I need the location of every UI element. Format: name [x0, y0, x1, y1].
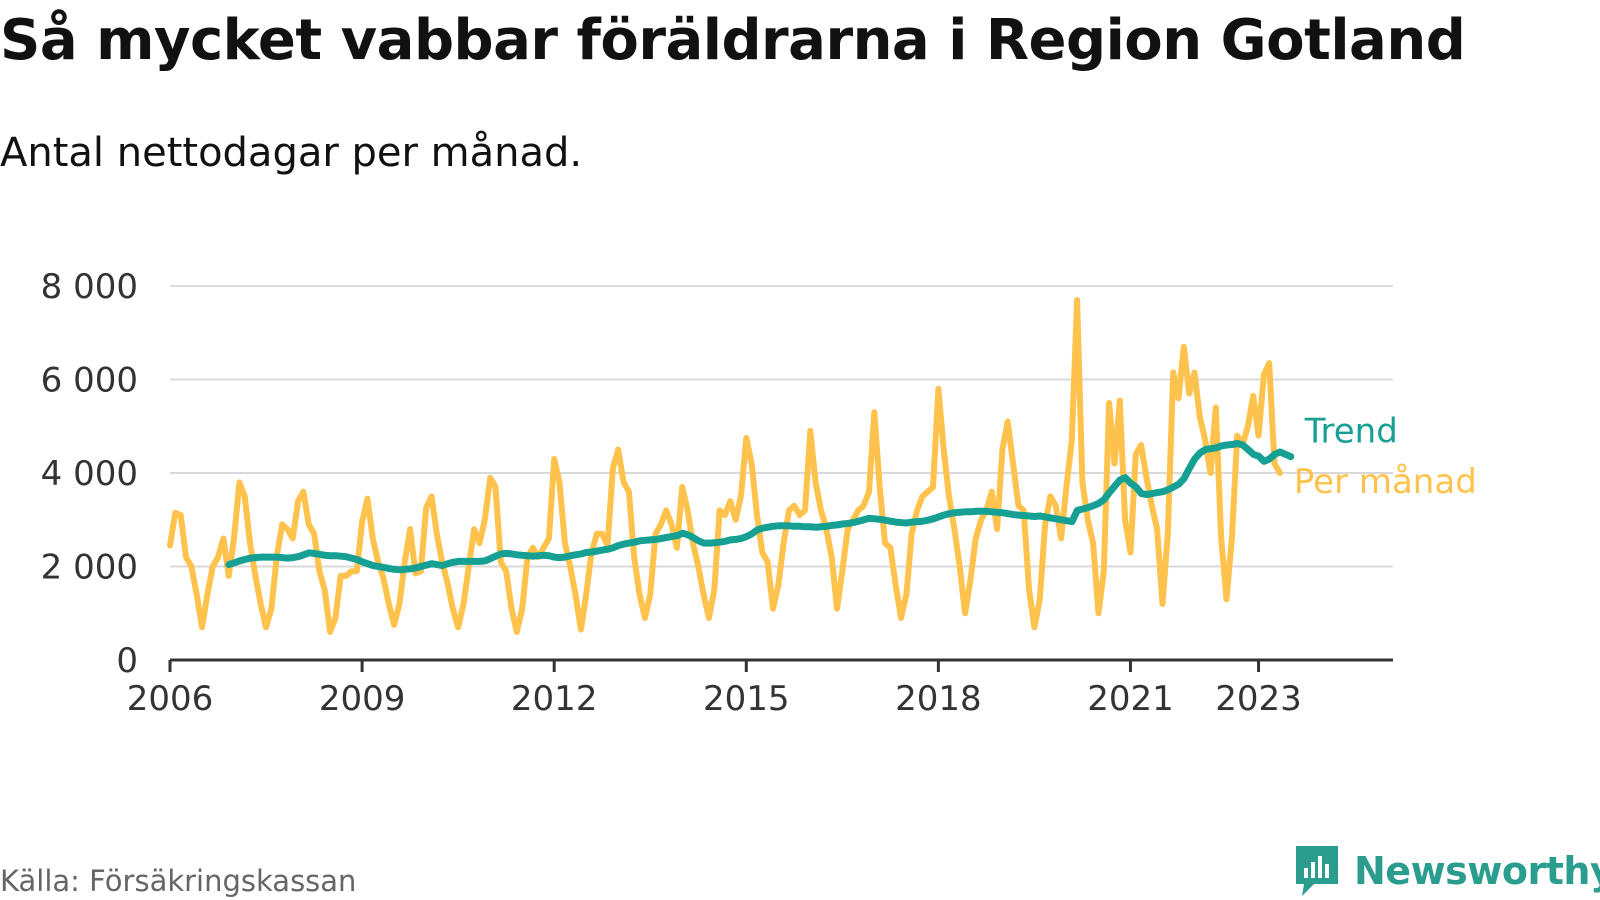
x-axis: 2006 2009 2012 2015 2018 2021 2023	[127, 658, 1393, 719]
x-tick-label: 2006	[127, 679, 214, 719]
series-line-trend	[225, 440, 1295, 574]
legend-label-per-manad: Per månad	[1294, 462, 1477, 502]
newsworthy-logo-icon	[1296, 846, 1338, 896]
newsworthy-logo: Newsworthy	[1292, 844, 1600, 898]
series-line-per-manad	[167, 297, 1283, 635]
y-axis: 0 2 000 4 000 6 000 8 000	[41, 267, 138, 681]
brand-name: Newsworthy	[1354, 849, 1600, 893]
y-tick-label: 0	[116, 641, 138, 681]
x-tick-label: 2021	[1087, 679, 1174, 719]
y-tick-label: 6 000	[41, 361, 138, 401]
x-tick-label: 2015	[703, 679, 790, 719]
legend-label-trend: Trend	[1304, 412, 1398, 452]
x-tick-label: 2023	[1215, 679, 1302, 719]
y-tick-label: 8 000	[41, 267, 138, 307]
y-tick-label: 4 000	[41, 454, 138, 494]
chart-title: Så mycket vabbar föräldrarna i Region Go…	[0, 8, 1466, 73]
legend: Trend Per månad	[1294, 412, 1477, 502]
x-tick-label: 2018	[895, 679, 982, 719]
y-tick-label: 2 000	[41, 548, 138, 588]
chart-subtitle: Antal nettodagar per månad.	[0, 130, 583, 176]
source-note: Källa: Försäkringskassan	[0, 864, 357, 898]
series-layer	[167, 297, 1295, 635]
x-tick-label: 2009	[319, 679, 406, 719]
x-tick-label: 2012	[511, 679, 598, 719]
